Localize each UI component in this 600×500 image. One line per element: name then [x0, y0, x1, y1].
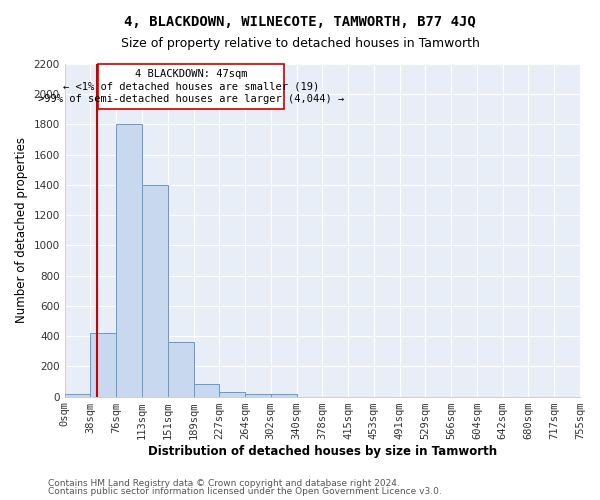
Text: Contains HM Land Registry data © Crown copyright and database right 2024.: Contains HM Land Registry data © Crown c…	[48, 478, 400, 488]
Bar	[142, 185, 168, 396]
Bar	[245, 394, 271, 396]
Text: Contains public sector information licensed under the Open Government Licence v3: Contains public sector information licen…	[48, 487, 442, 496]
Y-axis label: Number of detached properties: Number of detached properties	[15, 138, 28, 324]
Bar	[271, 394, 296, 396]
Bar	[91, 333, 116, 396]
Bar	[116, 124, 142, 396]
Text: Size of property relative to detached houses in Tamworth: Size of property relative to detached ho…	[121, 38, 479, 51]
Text: >99% of semi-detached houses are larger (4,044) →: >99% of semi-detached houses are larger …	[38, 94, 344, 104]
Text: 4, BLACKDOWN, WILNECOTE, TAMWORTH, B77 4JQ: 4, BLACKDOWN, WILNECOTE, TAMWORTH, B77 4…	[124, 15, 476, 29]
Bar	[219, 392, 245, 396]
X-axis label: Distribution of detached houses by size in Tamworth: Distribution of detached houses by size …	[148, 444, 497, 458]
Text: ← <1% of detached houses are smaller (19): ← <1% of detached houses are smaller (19…	[62, 82, 319, 92]
Bar	[65, 394, 91, 396]
FancyBboxPatch shape	[98, 64, 284, 110]
Bar	[168, 342, 193, 396]
Bar	[193, 384, 219, 396]
Text: 4 BLACKDOWN: 47sqm: 4 BLACKDOWN: 47sqm	[134, 69, 247, 79]
